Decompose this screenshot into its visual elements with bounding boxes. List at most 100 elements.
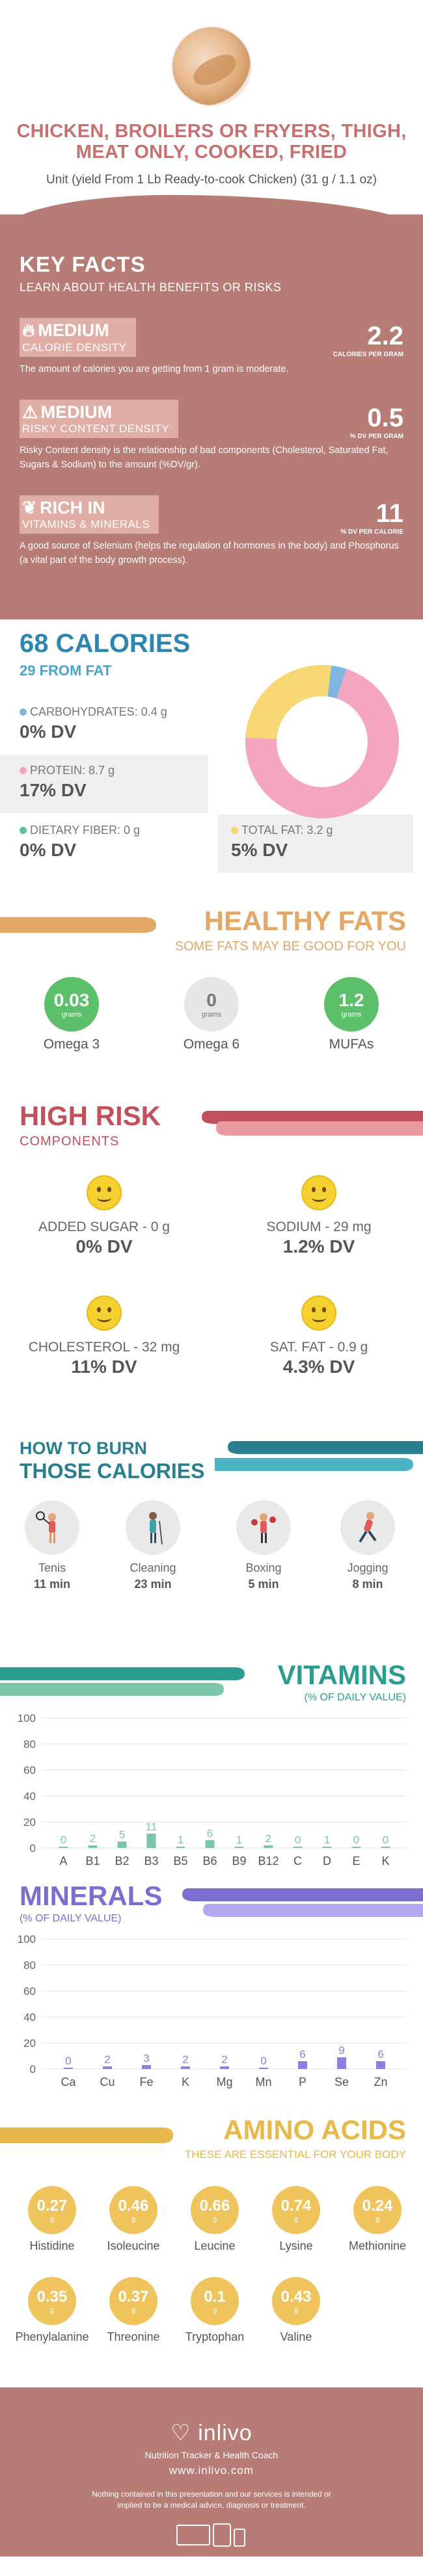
protein-dv: 17% DV [20,780,87,800]
bar-Zn [376,2061,385,2069]
key-fact-unit: % DV PER GRAM [349,433,403,440]
data-label: 9 [338,2044,344,2057]
amino-name: Valine [280,2330,312,2343]
carbohydrates-stat: CARBOHYDRATES: 0.4 g 0% DV [0,696,208,755]
carbs-dv: 0% DV [20,722,77,742]
risk-label: SODIUM - 29 mg [266,1219,372,1234]
amino-amount: 0.46 [118,2197,149,2215]
smiley-icon [87,1295,122,1331]
key-fact-value: 2.2 [367,322,403,350]
data-label: 6 [377,2048,383,2061]
burn-title: HOW TO BURN [20,1438,147,1458]
fiber-label: DIETARY FIBER: 0 g [30,824,141,837]
x-tick-label: Mg [216,2075,232,2088]
minerals-section: MINERALS (% OF DAILY VALUE) 0 20 40 60 80 100… [0,1880,423,2114]
data-label: 2 [221,2053,227,2066]
amino-name: Phenylalanine [15,2330,89,2343]
amino-name: Histidine [29,2239,75,2252]
protein-label: PROTEIN: 8.7 g [30,764,115,777]
data-label: 3 [143,2052,149,2064]
amino-acid-item: 0.27 g Histidine [10,2186,94,2253]
x-tick-label: Zn [374,2075,387,2088]
calories-section: 68 CALORIES 29 FROM FAT CARBOHYDRATES: 0… [0,619,423,905]
x-tick-label: Mn [255,2075,271,2088]
amino-acid-item: 0.74 g Lysine [254,2186,338,2253]
activity-boxing: Boxing 5 min [225,1500,303,1591]
amino-amount-circle: 0.46 g [109,2186,157,2234]
key-fact-level: MEDIUM [38,320,109,340]
amino-acid-item: 0.35 g Phenylalanine [10,2277,94,2344]
vitamins-subtitle: (% OF DAILY VALUE) [304,1692,406,1703]
data-label: 6 [207,1827,213,1840]
calories-title: 68 CALORIES [20,629,191,658]
amino-amount-circle: 0.74 g [272,2186,320,2234]
data-label: 1 [178,1834,184,1846]
footer: ♡ inlivo Nutrition Tracker & Health Coac… [0,2387,423,2576]
risk-sodium: SODIUM - 29 mg 1.2% DV [234,1175,403,1257]
healthy-fats-title: HEALTHY FATS [204,905,406,936]
x-tick-label: B2 [115,1854,129,1867]
bar-Fe [142,2065,151,2069]
key-fact-unit: CALORIES PER GRAM [333,351,403,358]
smiley-icon [87,1175,122,1210]
amino-unit: g [375,2215,380,2223]
y-tick-label: 100 [18,1712,36,1724]
warning-icon: ⚠ [22,402,38,422]
bar-B1 [88,1845,98,1848]
x-tick-label: Se [334,2075,349,2088]
fat-amount: 0 [206,990,217,1010]
amino-amount-circle: 0.27 g [28,2186,76,2234]
risk-dv: 4.3% DV [282,1357,355,1377]
risk-dv: 1.2% DV [282,1236,355,1256]
page-title: CHICKEN, BROILERS OR FRYERS, THIGH, MEAT… [16,121,407,163]
bar-B12 [264,1845,273,1848]
key-fact-description: Risky Content density is the relationshi… [20,445,389,470]
x-tick-label: B6 [202,1854,217,1867]
amino-acid-item: 0.1 g Tryptophan [172,2277,257,2344]
brand-url[interactable]: www.inlivo.com [169,2464,254,2477]
amino-unit: g [212,2306,217,2314]
data-label: 6 [299,2048,305,2061]
burn-calories-section: HOW TO BURN THOSE CALORIES Tenis 11 min … [0,1438,423,1659]
x-tick-label: P [299,2075,307,2088]
y-tick-label: 100 [18,1933,36,1945]
fat-omega-6: 0 grams Omega 6 [163,977,260,1052]
risk-sat-fat: SAT. FAT - 0.9 g 4.3% DV [234,1295,403,1377]
data-label: 0 [260,2055,266,2067]
minerals-title: MINERALS [20,1880,163,1911]
key-fact-tag: ⚠ MEDIUM RISKY CONTENT DENSITY [20,400,179,438]
bar-B3 [146,1834,156,1848]
bar-D [322,1847,332,1848]
amino-amount: 0.37 [118,2288,149,2306]
amino-name: Threonine [107,2330,160,2343]
high-risk-section: HIGH RISK COMPONENTS ADDED SUGAR - 0 g 0… [0,1100,423,1438]
key-fact-description: The amount of calories you are getting f… [20,364,289,374]
bar-Ca [64,2068,73,2069]
vitamins-section: VITAMINS (% OF DAILY VALUE) 0 20 40 60 80 100… [0,1659,423,1880]
decorative-banner [182,1888,423,1917]
vitamins-title: VITAMINS [277,1659,406,1690]
total-fat-stat: TOTAL FAT: 3.2 g 5% DV [218,814,413,873]
amino-amount-circle: 0.37 g [109,2277,157,2325]
key-fact-unit: % DV PER CALORIE [340,528,403,536]
bar-B6 [205,1840,215,1848]
availability-note: Available on your desktop, tablet and mo… [107,2566,316,2576]
y-tick-label: 20 [23,2037,36,2049]
risk-dv: 11% DV [71,1357,137,1377]
activity-tennis: Tenis 11 min [13,1500,91,1591]
healthy-fats-section: HEALTHY FATS SOME FATS MAY BE GOOD FOR Y… [0,905,423,1100]
bar-B2 [117,1841,127,1848]
donut-slice-carbohydrates [327,665,347,699]
y-tick-label: 40 [23,1790,36,1802]
fat-amount-circle: 1.2 grams [324,977,379,1032]
carbs-dot-icon [20,709,27,716]
healthy-fats-subtitle: SOME FATS MAY BE GOOD FOR YOU [174,939,406,954]
fat-unit: grams [341,1011,362,1019]
key-fact-value: 0.5 [367,404,403,432]
key-fact-risky-content: ⚠ MEDIUM RISKY CONTENT DENSITY 0.5 % DV … [20,400,403,472]
amino-acid-item: 0.37 g Threonine [91,2277,176,2344]
amino-acids-section: AMINO ACIDS THESE ARE ESSENTIAL FOR YOUR… [0,2114,423,2387]
fat-mufas: 1.2 grams MUFAs [303,977,400,1052]
amino-amount: 0.27 [36,2197,68,2215]
y-tick-label: 0 [30,1842,36,1854]
